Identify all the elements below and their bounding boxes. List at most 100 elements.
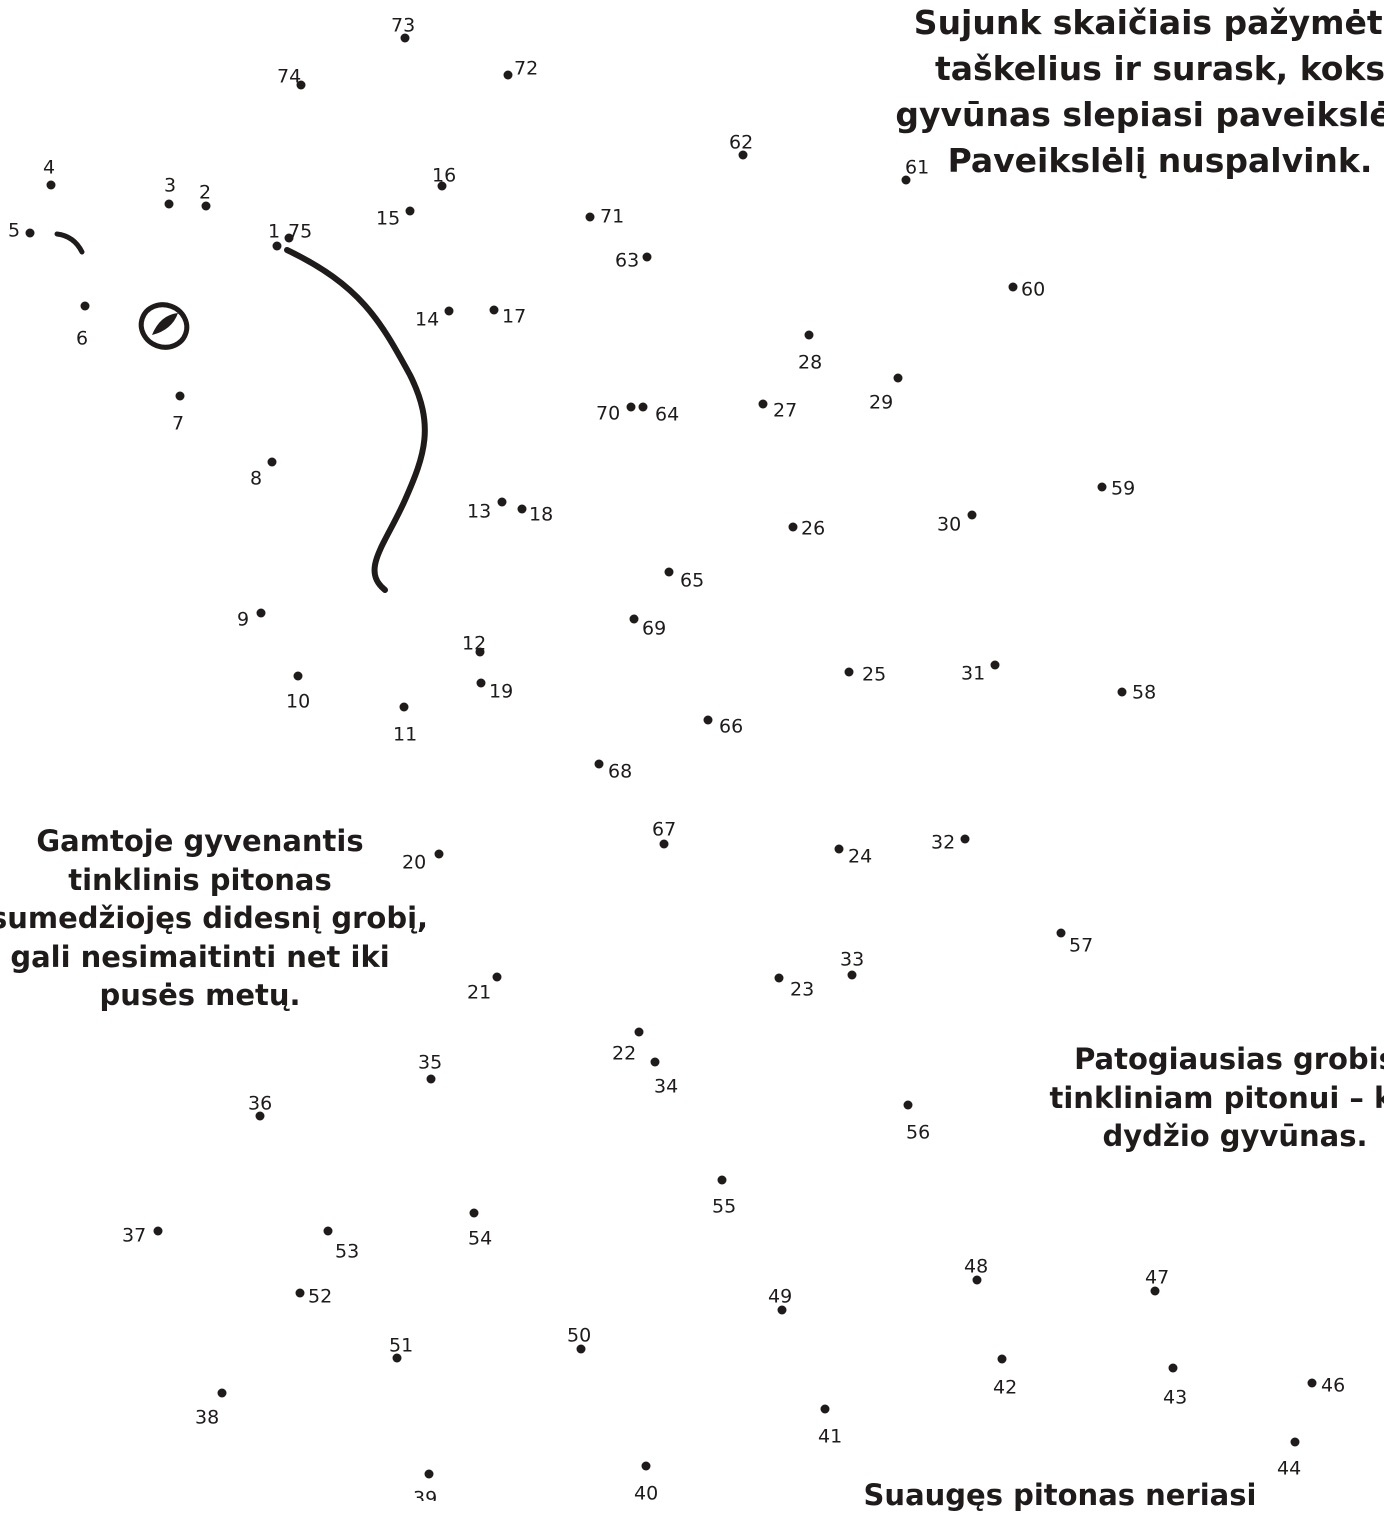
dot-20 <box>434 849 444 859</box>
dot-label-68: 68 <box>608 761 632 783</box>
dot-label-60: 60 <box>1021 279 1045 301</box>
dot-34 <box>650 1057 660 1067</box>
fact-line: tinklinis pitonas <box>68 862 332 897</box>
dot-label-30: 30 <box>937 514 961 536</box>
dot-label-20: 20 <box>402 852 426 874</box>
dot-41 <box>820 1404 830 1414</box>
dot-label-38: 38 <box>195 1407 219 1429</box>
dot-67 <box>659 839 669 849</box>
dot-label-64: 64 <box>655 404 679 426</box>
dot-28 <box>804 330 814 340</box>
dot-label-63: 63 <box>615 250 639 272</box>
dot-label-34: 34 <box>654 1076 678 1098</box>
dot-label-16: 16 <box>432 165 456 187</box>
dot-label-40: 40 <box>634 1483 658 1502</box>
instructions-line: taškelius ir surask, koks <box>934 49 1384 88</box>
dot-21 <box>492 972 502 982</box>
dot-61 <box>901 175 911 185</box>
dot-1 <box>272 241 282 251</box>
dot-label-31: 31 <box>961 663 985 685</box>
dot-label-53: 53 <box>335 1241 359 1263</box>
dot-2 <box>201 201 211 211</box>
dot-label-62: 62 <box>729 132 753 154</box>
dot-6 <box>80 301 90 311</box>
dot-label-54: 54 <box>468 1228 492 1250</box>
dot-label-12: 12 <box>462 633 486 655</box>
dots-layer: 1234567891011121314151617181920212223242… <box>8 15 1345 1502</box>
instructions: Sujunk skaičiais pažymėtu taškelius ir s… <box>870 0 1384 184</box>
dot-label-55: 55 <box>712 1196 736 1218</box>
dot-49 <box>777 1305 787 1315</box>
dot-label-70: 70 <box>596 403 620 425</box>
dot-57 <box>1056 928 1066 938</box>
fact-line: Suaugęs pitonas neriasi <box>863 1478 1257 1512</box>
dot-label-9: 9 <box>237 609 249 631</box>
mouth-line <box>284 247 428 593</box>
fact-shedding: Suaugęs pitonas neriasi <box>800 1476 1320 1515</box>
dot-label-36: 36 <box>248 1093 272 1115</box>
dot-23 <box>774 973 784 983</box>
dot-label-72: 72 <box>514 58 538 80</box>
dot-label-65: 65 <box>680 570 704 592</box>
dot-43 <box>1168 1363 1178 1373</box>
dot-40 <box>641 1461 651 1471</box>
dot-19 <box>476 678 486 688</box>
dot-64 <box>638 402 648 412</box>
dot-25 <box>844 667 854 677</box>
dot-label-42: 42 <box>993 1377 1017 1399</box>
dot-9 <box>256 608 266 618</box>
dot-12 <box>475 647 485 657</box>
dot-label-67: 67 <box>652 819 676 841</box>
dot-68 <box>594 759 604 769</box>
dot-label-6: 6 <box>76 328 88 350</box>
dot-label-4: 4 <box>43 157 55 179</box>
dot-label-22: 22 <box>612 1043 636 1065</box>
dot-60 <box>1008 282 1018 292</box>
dot-44 <box>1290 1437 1300 1447</box>
dot-7 <box>175 391 185 401</box>
dot-4 <box>46 180 56 190</box>
dot-label-14: 14 <box>415 309 439 331</box>
dot-65 <box>664 567 674 577</box>
dot-label-46: 46 <box>1321 1375 1345 1397</box>
dot-13 <box>497 497 507 507</box>
dot-label-56: 56 <box>906 1122 930 1144</box>
dot-label-61: 61 <box>905 157 929 179</box>
dot-32 <box>960 834 970 844</box>
dot-51 <box>392 1353 402 1363</box>
dot-label-18: 18 <box>529 504 553 526</box>
dot-label-5: 5 <box>8 220 20 242</box>
fact-line: sumedžiojęs didesnį grobį, <box>0 901 429 935</box>
fact-prey: Patogiausias grobis tinkliniam pitonui –… <box>1020 1040 1384 1156</box>
dot-27 <box>758 399 768 409</box>
dot-label-71: 71 <box>600 206 624 228</box>
dot-38 <box>217 1388 227 1398</box>
fact-line: Gamtoje gyvenantis <box>36 824 364 858</box>
dot-16 <box>437 181 447 191</box>
dot-label-3: 3 <box>164 175 176 197</box>
dot-label-7: 7 <box>172 413 184 435</box>
dot-label-2: 2 <box>199 182 211 204</box>
dot-label-41: 41 <box>818 1426 842 1448</box>
dot-24 <box>834 844 844 854</box>
dot-label-26: 26 <box>801 518 825 540</box>
dot-label-75: 75 <box>288 221 312 243</box>
dot-5 <box>25 228 35 238</box>
instructions-line: gyvūnas slepiasi paveikslėly <box>895 95 1384 134</box>
dot-35 <box>426 1074 436 1084</box>
dot-label-33: 33 <box>840 949 864 971</box>
dot-47 <box>1150 1286 1160 1296</box>
dot-72 <box>503 70 513 80</box>
snake-eye-icon <box>138 302 190 350</box>
dot-label-69: 69 <box>642 618 666 640</box>
dot-74 <box>296 80 306 90</box>
dot-label-25: 25 <box>862 664 886 686</box>
dot-48 <box>972 1275 982 1285</box>
dot-26 <box>788 522 798 532</box>
dot-label-59: 59 <box>1111 478 1135 500</box>
dot-73 <box>400 33 410 43</box>
dot-label-50: 50 <box>567 1325 591 1347</box>
dot-53 <box>323 1226 333 1236</box>
dot-label-21: 21 <box>467 982 491 1004</box>
dot-label-47: 47 <box>1145 1267 1169 1289</box>
